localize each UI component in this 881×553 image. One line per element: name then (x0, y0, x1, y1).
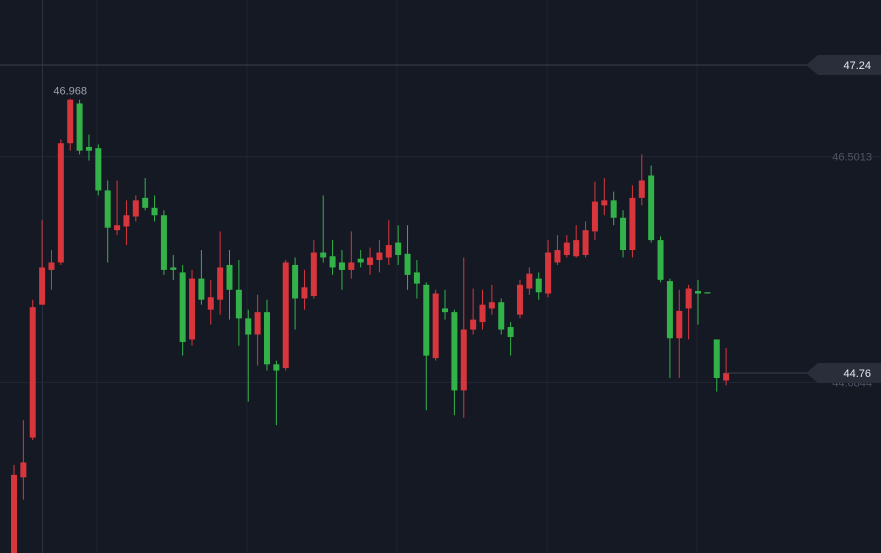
candle-body (657, 240, 664, 280)
candle-body (160, 215, 167, 270)
candle-body (39, 267, 46, 305)
candle-body (498, 302, 505, 330)
candle-body (451, 312, 458, 391)
candle-body (357, 258, 364, 263)
candle-body (95, 148, 102, 191)
candle-body (198, 278, 205, 300)
candle-body (413, 272, 420, 284)
candle-body (563, 242, 570, 256)
candle-body (310, 252, 317, 297)
candle-body (132, 200, 139, 217)
candle-body (695, 291, 702, 294)
candle-body (620, 217, 627, 251)
candle-body (385, 245, 392, 258)
candle-body (704, 292, 711, 294)
price-line-label: 47.24 (843, 60, 871, 72)
candle-body (507, 327, 514, 337)
candle-body (254, 312, 261, 335)
candle-body (320, 252, 327, 258)
candle-body (479, 304, 486, 323)
candle-body (85, 146, 92, 151)
candle-body (245, 318, 252, 335)
candle-body (57, 143, 64, 263)
price-line-badge (806, 54, 881, 75)
candle-body (67, 99, 74, 144)
candle-body (282, 262, 289, 369)
candle-body (460, 329, 467, 391)
candle-body (170, 267, 177, 270)
candle-body (376, 252, 383, 260)
candle-body (292, 264, 299, 299)
candle-body (217, 267, 224, 300)
candle-body (207, 297, 214, 310)
candle-body (142, 197, 149, 208)
candle-body (235, 289, 242, 319)
candle-body (395, 242, 402, 256)
candle-body (723, 373, 730, 381)
candle-body (29, 307, 36, 438)
candle-body (432, 293, 439, 359)
candle-body (301, 287, 308, 299)
candle-body (442, 308, 449, 313)
candle-body (329, 256, 336, 268)
candle-body (582, 230, 589, 256)
candle-body (76, 103, 83, 151)
candle-body (226, 264, 233, 290)
current-price-badge (806, 363, 881, 384)
candle-body (123, 215, 130, 227)
candle-body (423, 284, 430, 356)
candle-body (114, 225, 121, 231)
candle-body (348, 262, 355, 270)
candle-body (713, 339, 720, 378)
candle-body (629, 197, 636, 251)
current-price-label: 44.76 (843, 368, 871, 380)
candle-body (591, 201, 598, 232)
candle-body (554, 250, 561, 263)
candle-body (273, 364, 280, 371)
candle-body (263, 312, 270, 365)
candle-body (526, 273, 533, 289)
y-tick-label: 46.5013 (832, 152, 872, 164)
candle-body (648, 175, 655, 241)
candle-body (685, 288, 692, 309)
candle-body (676, 310, 683, 339)
candle-body (601, 200, 608, 206)
candle-body (11, 474, 17, 553)
candle-body (488, 302, 495, 309)
candle-body (404, 253, 411, 275)
candle-body (470, 319, 477, 330)
candle-body (666, 281, 673, 339)
candle-body (189, 278, 196, 340)
candle-body (48, 262, 55, 270)
candle-body (545, 252, 552, 294)
candle-body (104, 190, 111, 228)
candle-body (338, 262, 345, 270)
candle-body (638, 180, 645, 198)
candle-body (516, 284, 523, 315)
candle-body (535, 278, 542, 293)
candle-body (573, 240, 580, 257)
candle-body (179, 272, 186, 342)
candle-body (610, 200, 617, 218)
candle-body (151, 207, 158, 216)
candle-body (367, 257, 374, 265)
candle-body (20, 462, 27, 478)
high-label: 46.968 (53, 86, 87, 98)
